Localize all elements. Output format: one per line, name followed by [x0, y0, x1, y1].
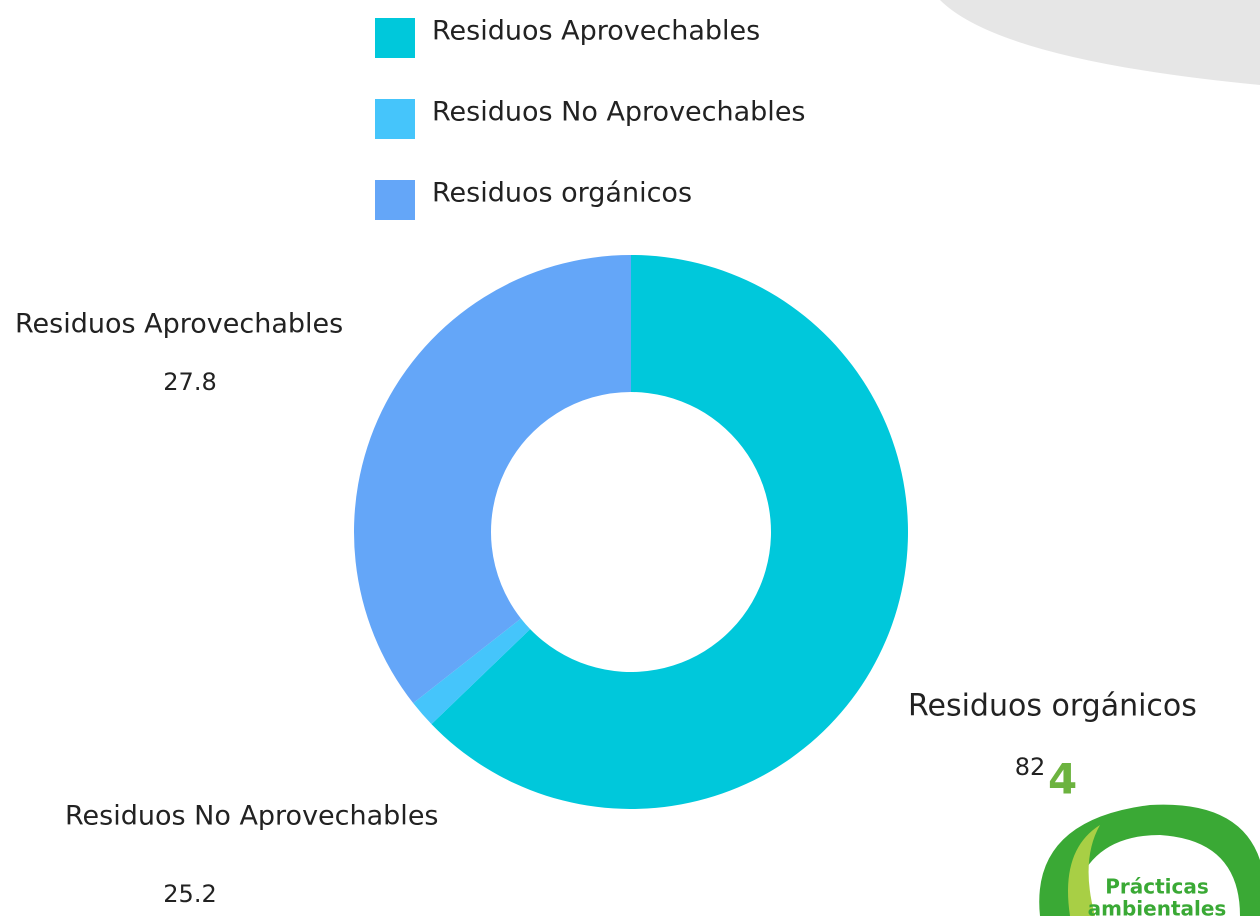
annotation-label: Residuos Aprovechables	[15, 309, 343, 340]
annotation-value: 82	[1015, 753, 1046, 781]
logo-number: 4	[1048, 755, 1077, 804]
annotation-value: 27.8	[163, 368, 216, 396]
annotation-value: 25.2	[163, 880, 216, 908]
donut-slice	[353, 254, 631, 704]
donut-slice	[431, 255, 908, 809]
decor-swoosh	[940, 0, 1260, 85]
legend-swatch	[375, 99, 415, 139]
logo: 4 Prácticas ambientales	[1039, 755, 1260, 916]
legend-swatch	[375, 180, 415, 220]
donut-slice	[413, 618, 531, 725]
legend-swatch	[375, 18, 415, 58]
annotation-label: Residuos No Aprovechables	[65, 801, 439, 832]
logo-text: ambientales	[1088, 897, 1227, 916]
annotation-label: Residuos orgánicos	[908, 689, 1197, 724]
legend-label: Residuos orgánicos	[432, 178, 692, 209]
legend-label: Residuos No Aprovechables	[432, 97, 806, 128]
logo-text: Prácticas	[1105, 875, 1209, 899]
legend-label: Residuos Aprovechables	[432, 16, 760, 47]
logo-leaf	[1068, 825, 1100, 916]
